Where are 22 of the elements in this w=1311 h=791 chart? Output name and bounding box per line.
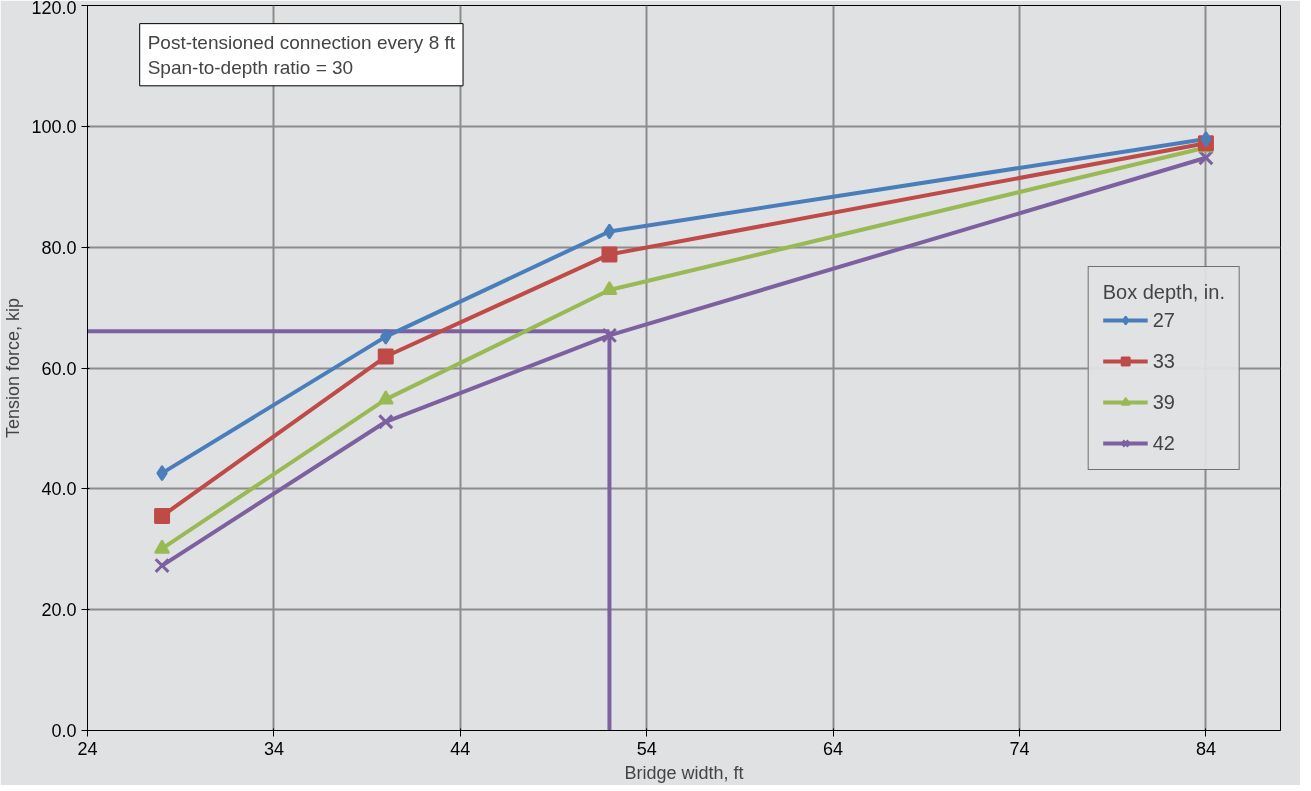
x-tick-label: 74 (1009, 738, 1030, 759)
y-tick-label: 0.0 (51, 721, 77, 741)
y-tick-label: 20.0 (41, 600, 77, 621)
legend-label: 42 (1152, 431, 1175, 455)
legend-label: 33 (1152, 349, 1175, 373)
x-axis-title: Bridge width, ft (624, 762, 744, 783)
x-tick-label: 84 (1195, 738, 1216, 759)
annotation: Post-tensioned connection every 8 ft Span-to-depth ratio = 30 (147, 31, 456, 78)
y-tick-label: 60.0 (41, 358, 77, 379)
x-tick-label: 54 (636, 738, 657, 759)
y-axis-title: Tension force, kip (3, 297, 24, 439)
x-tick-label: 34 (263, 738, 284, 759)
x-tick-label: 64 (823, 738, 844, 759)
legend-label: 27 (1152, 308, 1175, 332)
legend-label: 39 (1152, 390, 1175, 414)
y-tick-label: 80.0 (41, 237, 77, 258)
legend-title: Box depth, in. (1102, 280, 1225, 304)
x-tick-label: 24 (77, 738, 98, 759)
y-tick-label: 100.0 (31, 116, 77, 137)
y-tick-label: 120.0 (31, 0, 77, 18)
x-tick-label: 44 (450, 738, 471, 759)
y-tick-label: 40.0 (41, 479, 77, 500)
